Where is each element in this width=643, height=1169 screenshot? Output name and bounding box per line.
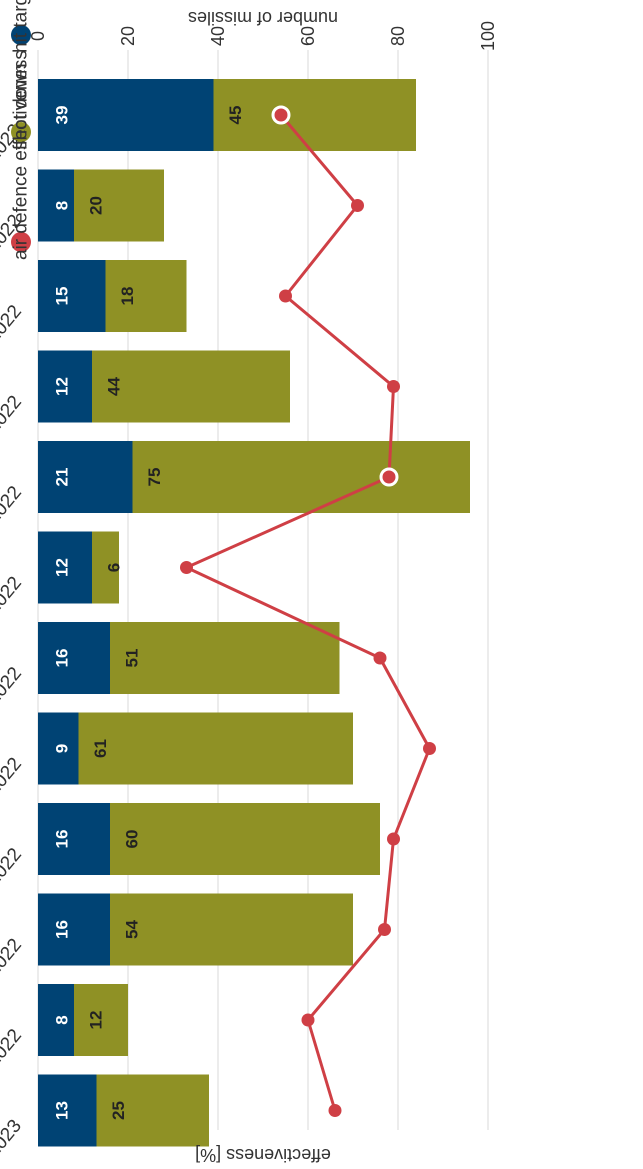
data-label-hit-target: 39 xyxy=(53,106,72,125)
data-label-shot-down: 45 xyxy=(226,106,245,125)
bar-hit-target xyxy=(38,712,79,785)
data-label-hit-target: 8 xyxy=(53,201,72,210)
bar-hit-target xyxy=(38,803,110,875)
legend-label: shot down xyxy=(11,63,32,150)
bar-shot-down xyxy=(110,803,380,875)
bar-shot-down xyxy=(132,441,470,513)
data-label-shot-down: 25 xyxy=(109,1101,128,1120)
bar-hit-target xyxy=(38,441,133,513)
category-label: 16 XII 2022 xyxy=(0,844,26,932)
data-label-hit-target: 12 xyxy=(53,377,72,396)
legend-label: air defence effectiveness xyxy=(11,50,32,260)
effectiveness-point xyxy=(423,742,436,755)
y-tick-label: 20 xyxy=(118,26,138,46)
effectiveness-point xyxy=(387,380,400,393)
effectiveness-point xyxy=(271,105,291,125)
data-label-hit-target: 21 xyxy=(53,468,72,487)
legend-label: hit target xyxy=(11,0,32,53)
category-label: 22 X 2022 xyxy=(0,301,26,381)
bar-shot-down xyxy=(110,893,353,966)
bar-shot-down xyxy=(105,260,187,332)
bar-hit-target xyxy=(38,260,106,332)
data-label-hit-target: 15 xyxy=(53,287,72,306)
category-label: 23 XI 2022 xyxy=(0,663,26,747)
effectiveness-line xyxy=(180,105,436,1117)
data-label-shot-down: 75 xyxy=(145,468,164,487)
y-tick-label: 100 xyxy=(478,21,498,51)
bar-hit-target xyxy=(38,893,110,966)
effectiveness-point xyxy=(301,1013,315,1027)
effectiveness-point xyxy=(351,199,364,212)
data-label-shot-down: 20 xyxy=(87,196,106,215)
data-label-hit-target: 9 xyxy=(53,744,72,753)
y-tick-label: 0 xyxy=(28,31,48,41)
bar-hit-target xyxy=(38,169,74,242)
legend-marker xyxy=(11,232,31,252)
category-label: 29 XII 2022 xyxy=(0,935,26,1023)
category-label: 15 XI 2022 xyxy=(0,482,26,566)
effectiveness-point xyxy=(373,651,387,665)
bar-hit-target xyxy=(38,1074,97,1147)
legend-marker xyxy=(11,122,31,142)
data-label-shot-down: 51 xyxy=(123,649,142,668)
data-label-shot-down: 6 xyxy=(105,563,124,572)
legend-marker xyxy=(11,25,31,45)
bar-shot-down xyxy=(92,531,119,604)
category-label: 31 XII 2022 xyxy=(0,1025,26,1113)
effectiveness-point xyxy=(378,923,391,936)
y-tick-label: 40 xyxy=(208,26,228,46)
bar-hit-target xyxy=(38,350,92,423)
effectiveness-line-path xyxy=(185,114,431,1111)
bar-hit-target xyxy=(38,622,110,694)
effectiveness-point xyxy=(279,289,292,303)
category-label: 31 X 2022 xyxy=(0,392,26,472)
data-label-hit-target: 16 xyxy=(53,920,72,939)
data-label-hit-target: 8 xyxy=(53,1015,72,1024)
data-label-shot-down: 61 xyxy=(91,739,110,758)
y-axis-title: number of missiles xyxy=(188,8,338,28)
bar-hit-target xyxy=(38,984,74,1056)
effectiveness-point xyxy=(180,561,193,574)
data-label-hit-target: 16 xyxy=(53,830,72,849)
bar-hit-target xyxy=(38,531,92,604)
category-label: 17 XI 2022 xyxy=(0,573,26,657)
y-tick-label: 80 xyxy=(388,26,408,46)
bar-shot-down xyxy=(92,350,290,423)
data-label-hit-target: 13 xyxy=(53,1101,72,1120)
effectiveness-point xyxy=(328,1104,342,1117)
data-label-shot-down: 44 xyxy=(105,377,124,396)
category-label: 14 I 2023 xyxy=(0,1116,26,1169)
bar-shot-down xyxy=(74,984,128,1056)
bar-shot-down xyxy=(74,169,164,242)
y2-axis-title: effectiveness [%] xyxy=(195,1145,331,1165)
y-tick-label: 60 xyxy=(298,26,318,46)
data-label-shot-down: 54 xyxy=(123,920,142,939)
bar-shot-down xyxy=(213,79,416,151)
data-label-hit-target: 12 xyxy=(53,558,72,577)
data-label-shot-down: 12 xyxy=(87,1011,106,1030)
chart-area: 020406080100394510 X 202282011 X 2022151… xyxy=(0,0,498,1169)
bar-shot-down xyxy=(110,622,340,694)
bar-shot-down xyxy=(96,1074,209,1147)
data-label-hit-target: 16 xyxy=(53,649,72,668)
category-label: 5 XII 2022 xyxy=(0,754,26,834)
data-label-shot-down: 18 xyxy=(118,287,137,306)
bar-shot-down xyxy=(78,712,353,785)
data-label-shot-down: 60 xyxy=(123,830,142,849)
effectiveness-point xyxy=(379,467,399,487)
bars xyxy=(38,79,470,1147)
bar-hit-target xyxy=(38,79,214,151)
effectiveness-point xyxy=(387,832,400,846)
